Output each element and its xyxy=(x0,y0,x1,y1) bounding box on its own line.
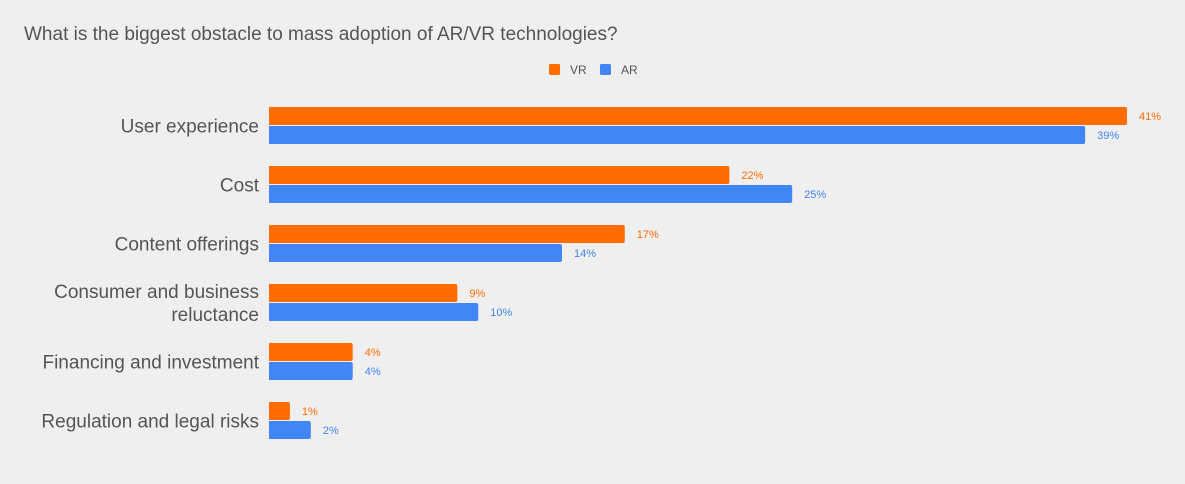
plot-area: User experience 41% 39% Cost 22% 25% Content o… xyxy=(41,107,1161,439)
legend-item-vr: VR xyxy=(549,63,587,77)
category-label: Cost xyxy=(220,176,260,197)
data-label-ar: 25% xyxy=(804,189,826,201)
data-label-vr: 1% xyxy=(302,406,318,418)
data-label-ar: 14% xyxy=(574,248,596,260)
category-label: User experience xyxy=(121,117,259,138)
bar-ar xyxy=(269,244,562,262)
data-label-ar: 10% xyxy=(490,307,512,319)
bar-vr xyxy=(269,225,625,243)
bar-ar xyxy=(269,303,479,321)
legend-label-vr: VR xyxy=(570,63,587,77)
data-label-ar: 2% xyxy=(323,425,339,437)
chart-title: What is the biggest obstacle to mass ado… xyxy=(24,24,618,45)
category-label: Financing and investment xyxy=(42,353,259,374)
category-label: Content offerings xyxy=(115,235,259,256)
data-label-vr: 41% xyxy=(1139,111,1161,123)
data-label-ar: 39% xyxy=(1097,130,1119,142)
category-label: Regulation and legal risks xyxy=(41,412,259,433)
bar-ar xyxy=(269,421,311,439)
data-label-vr: 9% xyxy=(469,288,485,300)
bar-vr xyxy=(269,107,1127,125)
data-label-vr: 4% xyxy=(365,347,381,359)
data-label-vr: 22% xyxy=(741,170,763,182)
bar-ar xyxy=(269,185,793,203)
legend: VR AR xyxy=(549,63,638,77)
bar-vr xyxy=(269,402,290,420)
category-label: Consumer and business xyxy=(54,282,259,303)
legend-swatch-vr xyxy=(549,64,560,75)
legend-label-ar: AR xyxy=(621,63,638,77)
data-label-ar: 4% xyxy=(365,366,381,378)
legend-swatch-ar xyxy=(600,64,611,75)
bar-vr xyxy=(269,343,353,361)
bar-vr xyxy=(269,284,458,302)
bar-ar xyxy=(269,126,1086,144)
data-label-vr: 17% xyxy=(637,229,659,241)
bar-vr xyxy=(269,166,730,184)
legend-item-ar: AR xyxy=(600,63,638,77)
bar-ar xyxy=(269,362,353,380)
category-label: reluctance xyxy=(171,305,259,326)
